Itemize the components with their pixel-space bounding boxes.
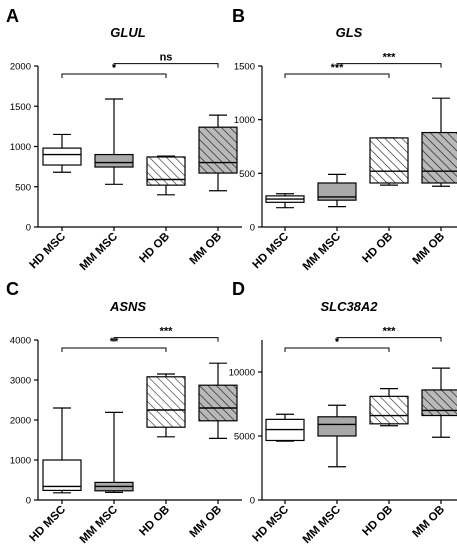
y-tick-label: 0 xyxy=(26,223,31,234)
significance-label: *** xyxy=(331,62,345,74)
box-iqr xyxy=(317,416,357,437)
y-tick-label: 0 xyxy=(250,223,255,234)
significance-label: ** xyxy=(110,336,119,348)
significance-bracket xyxy=(113,63,219,68)
y-tick-label: 1500 xyxy=(10,102,31,113)
x-tick-label: MM MSC xyxy=(301,504,343,546)
y-tick-label: 2000 xyxy=(10,62,31,73)
box-iqr xyxy=(421,389,457,417)
x-tick-label: HD MSC xyxy=(251,504,292,545)
box-iqr xyxy=(317,182,357,201)
panel-letter: B xyxy=(232,6,245,26)
significance-label: *** xyxy=(383,52,397,64)
box-iqr xyxy=(42,147,82,166)
x-tick-label: MM MSC xyxy=(78,231,120,273)
y-tick-label: 10000 xyxy=(229,368,255,379)
significance-label: *** xyxy=(160,326,174,338)
panel-letter: C xyxy=(6,279,19,299)
significance-bracket xyxy=(113,337,219,342)
chart-title: GLS xyxy=(336,25,363,40)
y-tick-label: 0 xyxy=(26,496,31,507)
box-iqr xyxy=(94,153,134,168)
x-tick-label: HD OB xyxy=(360,504,395,539)
chart-title: ASNS xyxy=(109,299,146,314)
x-tick-label: HD OB xyxy=(137,504,172,539)
significance-bracket xyxy=(61,73,167,79)
y-tick-label: 4000 xyxy=(10,336,31,347)
significance-label: * xyxy=(112,62,117,74)
significance-label: * xyxy=(335,336,340,348)
box-iqr xyxy=(146,376,186,428)
y-tick-label: 0 xyxy=(250,496,255,507)
x-tick-label: HD OB xyxy=(360,231,395,266)
y-tick-label: 2000 xyxy=(10,416,31,427)
significance-label: *** xyxy=(383,326,397,338)
significance-label: ns xyxy=(160,52,173,64)
x-tick-label: HD MSC xyxy=(251,231,292,272)
y-tick-label: 1000 xyxy=(234,115,255,126)
box-iqr xyxy=(146,156,186,186)
x-tick-label: HD MSC xyxy=(28,504,69,545)
significance-bracket xyxy=(336,337,442,342)
x-tick-label: MM OB xyxy=(188,504,224,540)
box-iqr xyxy=(198,126,238,174)
significance-bracket xyxy=(284,347,390,352)
x-tick-label: MM OB xyxy=(188,231,224,267)
y-tick-label: 3000 xyxy=(10,376,31,387)
significance-bracket xyxy=(61,347,167,352)
y-tick-label: 1500 xyxy=(234,62,255,73)
x-tick-label: MM MSC xyxy=(301,231,343,273)
y-tick-label: 1000 xyxy=(10,142,31,153)
box-iqr xyxy=(421,131,457,184)
x-tick-label: MM MSC xyxy=(78,504,120,546)
box-iqr xyxy=(369,137,409,184)
y-tick-label: 1000 xyxy=(10,456,31,467)
x-tick-label: HD OB xyxy=(137,231,172,266)
box-iqr xyxy=(369,395,409,425)
panel-letter: A xyxy=(6,6,19,26)
x-tick-label: MM OB xyxy=(411,231,447,267)
significance-bracket xyxy=(284,73,390,79)
chart-title: SLC38A2 xyxy=(320,299,378,314)
box-iqr xyxy=(198,384,238,422)
box-iqr xyxy=(42,459,82,491)
chart-title: GLUL xyxy=(110,25,145,40)
y-tick-label: 500 xyxy=(239,169,255,180)
y-tick-label: 5000 xyxy=(234,432,255,443)
x-tick-label: HD MSC xyxy=(28,231,69,272)
x-tick-label: MM OB xyxy=(411,504,447,540)
y-tick-label: 500 xyxy=(15,182,31,193)
significance-bracket xyxy=(336,63,442,68)
panel-letter: D xyxy=(232,279,245,299)
